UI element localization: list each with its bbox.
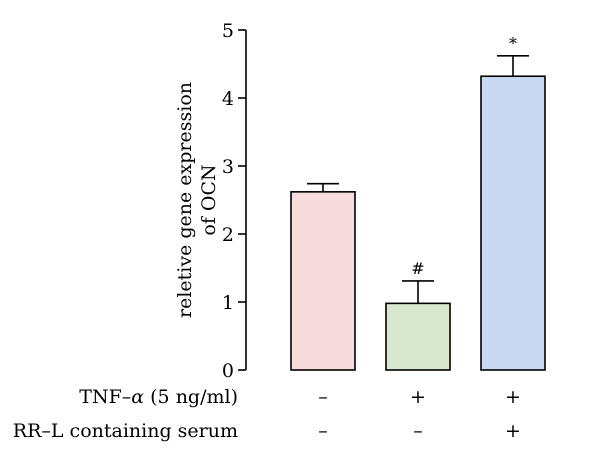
condition-sign-1-3: + [505, 386, 521, 408]
bar-3 [480, 75, 546, 371]
significance-marker-2: # [411, 259, 424, 278]
y-tick-label-3: 3 [222, 156, 234, 178]
y-tick-label-5: 5 [222, 20, 234, 42]
y-tick-label-0: 0 [222, 360, 234, 382]
y-tick-label-4: 4 [222, 88, 234, 110]
condition-label-1-part-a: TNF– [79, 386, 131, 408]
condition-label-1-alpha: α [131, 386, 144, 408]
bar-2 [385, 302, 451, 371]
condition-sign-2-3: + [505, 420, 521, 442]
condition-sign-2-2: – [413, 420, 423, 442]
y-tick-label-2: 2 [222, 224, 234, 246]
condition-sign-2-1: – [318, 420, 328, 442]
y-axis-label-line-2: of OCN [198, 164, 220, 235]
condition-label-1-part-b: (5 ng/ml) [144, 386, 238, 408]
condition-label-1: TNF–α (5 ng/ml) [79, 386, 238, 408]
y-axis-label: reletive gene expression of OCN [174, 82, 220, 318]
condition-label-2: RR–L containing serum [13, 420, 238, 442]
condition-sign-1-2: + [410, 386, 426, 408]
significance-markers: #* [411, 34, 517, 278]
y-axis-label-line-1: reletive gene expression [174, 82, 196, 318]
condition-rows: TNF–α (5 ng/ml) – + + RR–L containing serum –… [13, 386, 521, 442]
y-axis: 0 1 2 3 4 5 [222, 20, 247, 382]
condition-sign-1-1: – [318, 386, 328, 408]
significance-marker-3: * [509, 34, 517, 53]
bars [290, 55, 546, 371]
y-tick-label-1: 1 [222, 292, 234, 314]
bar-1 [290, 191, 356, 371]
